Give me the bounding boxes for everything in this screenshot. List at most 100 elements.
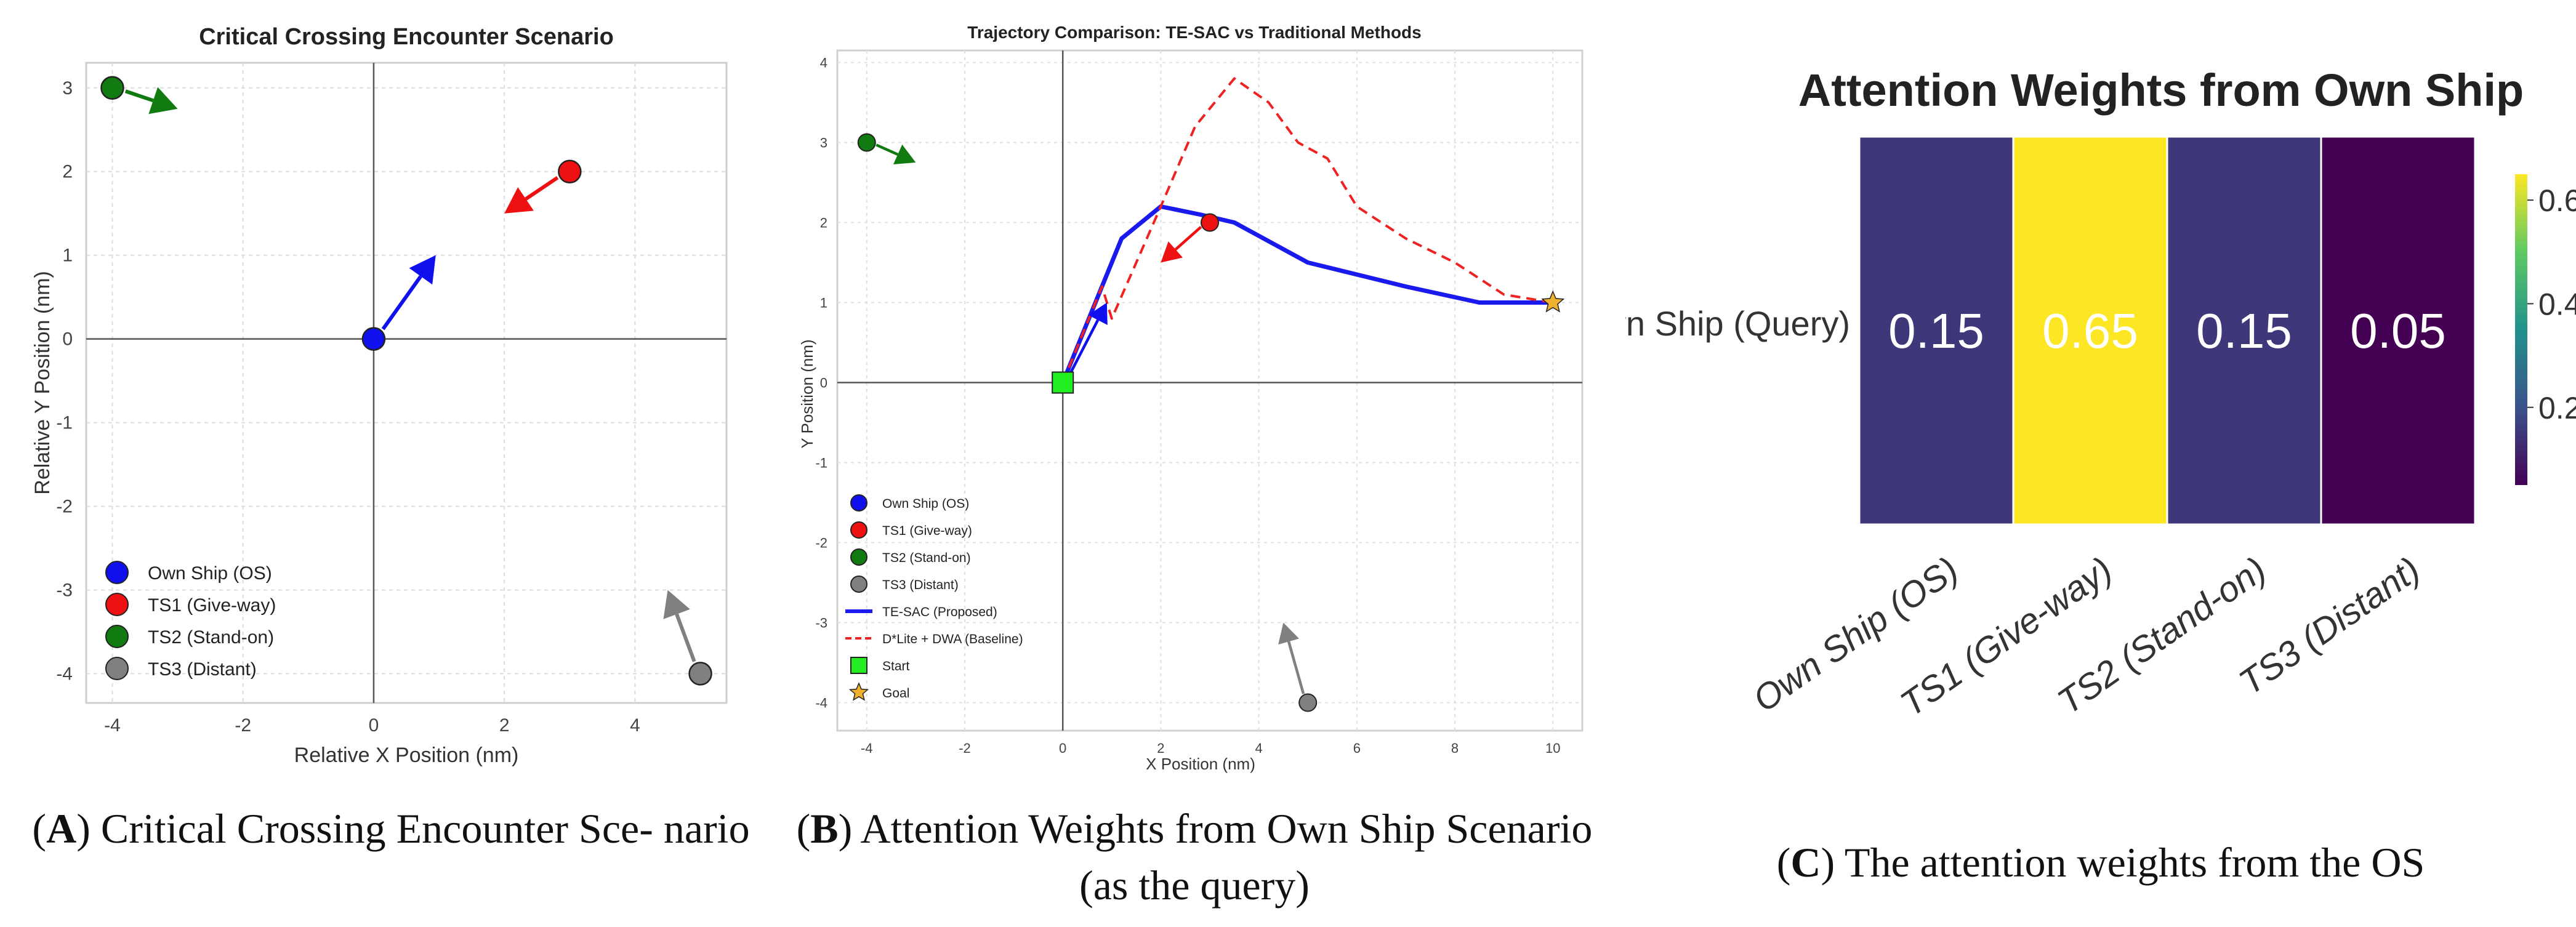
chart-b-legend-marker [848, 682, 869, 701]
chart-b-goal-marker [1541, 290, 1565, 313]
chart-a-heading-arrow-shaft [124, 89, 154, 103]
chart-b-ytick-label: 2 [820, 215, 827, 231]
chart-b-legend-marker [850, 576, 867, 593]
chart-b-ytick-label: 0 [820, 375, 827, 391]
chart-b-ship-marker [857, 133, 876, 152]
chart-b-ytick-label: -4 [815, 696, 827, 711]
colorbar-tick-label: 0.4 [2538, 287, 2576, 321]
chart-a-ship-marker [361, 327, 386, 351]
chart-a-heading-arrow-head [148, 87, 178, 114]
caption-b: (B) Attention Weights from Own Ship Scen… [796, 805, 1593, 909]
caption-c-text: The attention weights from the OS [1844, 839, 2425, 886]
chart-a-ship-marker [558, 159, 582, 183]
chart-a-plot-frame [85, 62, 728, 704]
caption-b-letter: B [810, 805, 839, 852]
chart-b-heading-arrow-shaft [875, 143, 899, 156]
chart-b-xtick-label: 2 [1157, 740, 1164, 756]
chart-a-xtick-label: 4 [630, 715, 640, 736]
caption-c: (C) The attention weights from the OS [1776, 839, 2425, 886]
heatmap-cell-value: 0.15 [2196, 303, 2292, 358]
chart-a-legend-marker [105, 561, 129, 584]
chart-b-start-marker [1052, 371, 1074, 394]
chart-b-title: Trajectory Comparison: TE-SAC vs Traditi… [967, 23, 1421, 42]
chart-b-legend-marker [850, 494, 867, 512]
chart-a-legend-marker [105, 625, 129, 648]
chart-a-ytick-label: -1 [56, 413, 73, 433]
chart-a-legend-marker [105, 657, 129, 680]
chart-b-ship-marker [1298, 693, 1318, 712]
chart-b-xtick-label: 0 [1059, 740, 1066, 756]
chart-b-legend-label: Own Ship (OS) [882, 497, 969, 511]
chart-a-ytick-label: -3 [56, 580, 73, 600]
chart-a-ytick-label: 1 [62, 246, 73, 266]
chart-b-legend-label: Start [882, 659, 910, 673]
chart-a-title: Critical Crossing Encounter Scenario [199, 24, 614, 50]
chart-c: Attention Weights from Own Ship Own Ship… [1625, 65, 2576, 724]
colorbar-tick-label: 0.2 [2538, 391, 2576, 425]
chart-a-ytick-label: -2 [56, 497, 73, 517]
chart-a-ytick-label: 3 [62, 78, 73, 98]
chart-b-ylabel: Y Position (nm) [798, 339, 816, 448]
chart-b-legend-marker [850, 548, 867, 566]
chart-a-ylabel: Relative Y Position (nm) [31, 271, 54, 494]
caption-c-letter: C [1790, 839, 1821, 886]
chart-b-plot-frame [836, 49, 1584, 732]
chart-a-heading-arrow-shaft [381, 275, 422, 331]
heatmap-cell [1858, 135, 2015, 526]
chart-b-xtick-label: -4 [861, 740, 873, 756]
chart-b-heading-arrow-head [1088, 302, 1108, 326]
chart-c-title: Attention Weights from Own Ship [1798, 65, 2524, 116]
chart-a-legend-label: TS1 (Give-way) [148, 595, 276, 616]
chart-a-xlabel: Relative X Position (nm) [294, 744, 519, 767]
chart-b-xtick-label: -2 [959, 740, 971, 756]
chart-a-heading-arrow-shaft [675, 613, 696, 662]
chart-a-heading-arrow-head [663, 590, 690, 619]
chart-b-ytick-label: 3 [820, 135, 827, 151]
chart-b-legend-label: TS2 (Stand-on) [882, 551, 971, 565]
heatmap-cell-value: 0.65 [2042, 303, 2138, 358]
chart-b-legend-label: Goal [882, 686, 909, 700]
chart-b-legend-label: TE-SAC (Proposed) [882, 605, 997, 619]
chart-b-ytick-label: 4 [820, 55, 827, 71]
chart-a-xtick-label: 2 [499, 715, 510, 736]
heatmap-cell-value: 0.15 [1888, 303, 1984, 358]
chart-b-legend-marker [850, 657, 867, 674]
chart-b-legend-label: TS1 (Give-way) [882, 524, 972, 538]
chart-a-heading-arrow-head [409, 255, 436, 285]
chart-b-ytick-label: 1 [820, 295, 827, 311]
chart-b-xlabel: X Position (nm) [1146, 755, 1255, 773]
chart-b: Trajectory Comparison: TE-SAC vs Traditi… [798, 23, 1584, 773]
caption-b-text: Attention Weights from Own Ship Scenario… [860, 805, 1593, 909]
chart-b-ytick-label: -3 [815, 616, 827, 631]
chart-a-ship-marker [688, 662, 712, 686]
chart-a-legend-label: Own Ship (OS) [148, 563, 272, 584]
chart-b-heading-arrow-head [1278, 622, 1300, 645]
chart-a-ytick-label: 0 [62, 329, 73, 350]
chart-b-xtick-label: 4 [1255, 740, 1262, 756]
chart-b-heading-arrow-shaft [1068, 319, 1100, 376]
chart-a-xtick-label: -2 [235, 715, 251, 736]
caption-a-letter: A [46, 805, 77, 852]
chart-a: Critical Crossing Encounter Scenario -4 -… [31, 24, 728, 767]
chart-c-row-label: Own Ship (Query) [1625, 304, 1850, 343]
heatmap-cell [2320, 135, 2476, 526]
chart-b-heading-arrow-shaft [1287, 641, 1305, 694]
chart-a-ytick-label: 2 [62, 162, 73, 182]
panel-a: Critical Crossing Encounter Scenario -4 -… [0, 0, 782, 927]
chart-b-legend-label: D*Lite + DWA (Baseline) [882, 632, 1023, 646]
chart-b-ytick-label: -2 [815, 536, 827, 551]
chart-b-heading-arrow-shaft [1174, 225, 1202, 251]
chart-b-heading-arrow-head [893, 144, 916, 165]
chart-b-series-tesac-line [1060, 204, 1553, 383]
caption-a-text: Critical Crossing Encounter Sce- nario [100, 805, 750, 852]
chart-a-heading-arrow-shaft [525, 176, 559, 201]
panel-b: Trajectory Comparison: TE-SAC vs Traditi… [794, 0, 1595, 927]
caption-a: (A) Critical Crossing Encounter Sce- nar… [32, 805, 750, 852]
chart-b-xtick-label: 10 [1545, 740, 1560, 756]
chart-a-xtick-label: -4 [104, 715, 121, 736]
chart-b-xtick-label: 6 [1353, 740, 1361, 756]
heatmap-cell [2012, 135, 2168, 526]
heatmap-cell [2166, 135, 2322, 526]
chart-a-xtick-label: 0 [369, 715, 379, 736]
chart-b-ytick-label: -1 [815, 455, 827, 471]
